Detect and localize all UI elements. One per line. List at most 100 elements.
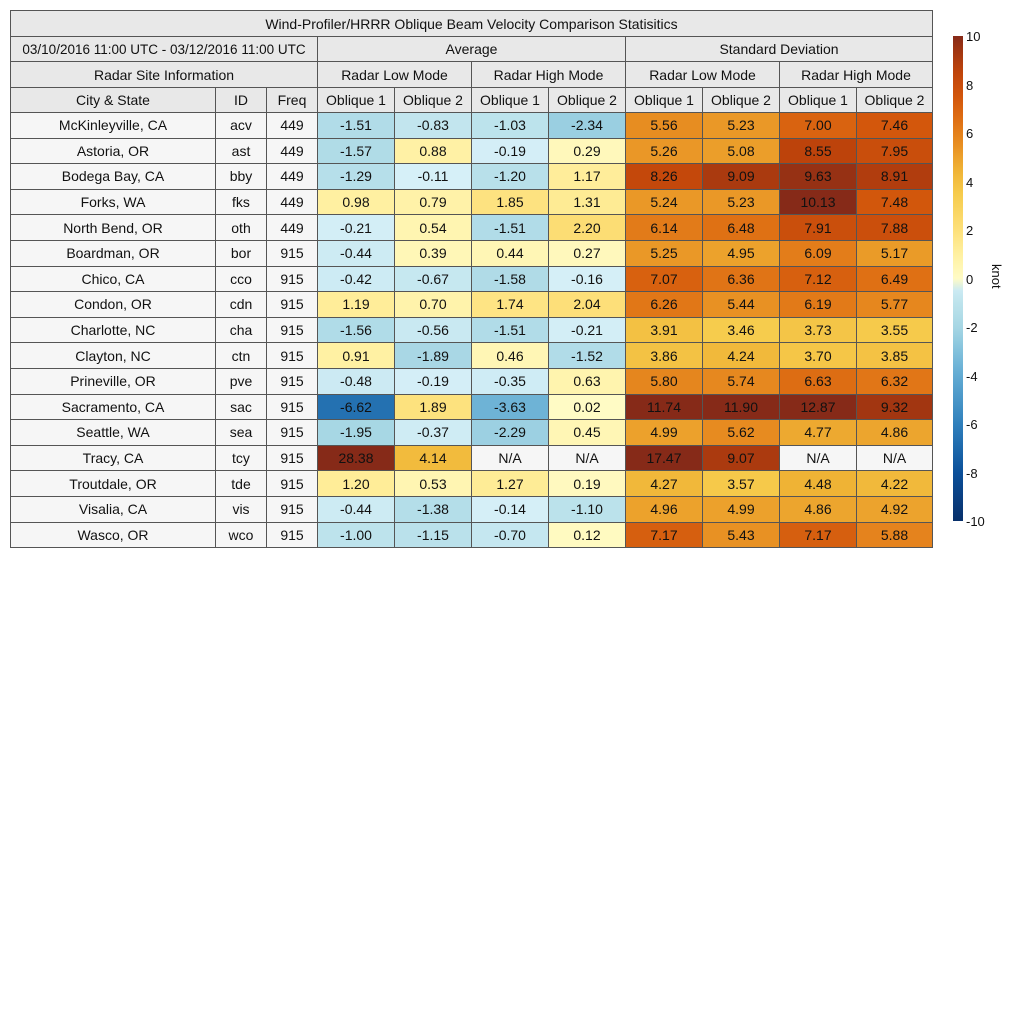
heatmap-cell: 0.98 — [317, 188, 395, 216]
colorbar-tick-label: -10 — [966, 514, 985, 529]
heatmap-cell: -0.56 — [394, 316, 472, 344]
freq-header: Freq — [266, 87, 318, 113]
heatmap-cell: 8.91 — [856, 163, 933, 190]
heatmap-cell: 0.19 — [548, 470, 626, 497]
heatmap-cell: 7.17 — [625, 521, 703, 549]
city-cell: McKinleyville, CA — [10, 112, 216, 139]
heatmap-cell: -0.21 — [548, 316, 626, 344]
heatmap-cell: 17.47 — [625, 444, 703, 472]
heatmap-cell: -0.44 — [317, 239, 395, 267]
heatmap-cell: 0.88 — [394, 137, 472, 165]
avg-low-mode-header: Radar Low Mode — [317, 61, 472, 88]
heatmap-cell: 3.85 — [856, 342, 933, 369]
id-cell: bor — [215, 239, 267, 267]
table-row: Bodega Bay, CA bby 449 -1.29 -0.11 -1.20 1.17 8… — [10, 163, 933, 190]
city-cell: Sacramento, CA — [10, 393, 216, 421]
id-cell: ctn — [215, 342, 267, 369]
id-cell: cco — [215, 265, 267, 293]
oblique2-header: Oblique 2 — [394, 87, 472, 113]
freq-cell: 915 — [266, 342, 318, 369]
oblique1-header: Oblique 1 — [471, 87, 549, 113]
table-row: Chico, CA cco 915 -0.42 -0.67 -1.58 -0.16 7.07 6… — [10, 265, 933, 293]
id-cell: fks — [215, 188, 267, 216]
table-row: Boardman, OR bor 915 -0.44 0.39 0.44 0.27 5.25 4… — [10, 239, 933, 267]
heatmap-cell: -0.48 — [317, 367, 395, 395]
heatmap-cell: 7.91 — [779, 214, 857, 241]
colorbar-label: knot — [989, 264, 1004, 289]
table-row: Tracy, CA tcy 915 28.38 4.14 N/A N/A 17.47 9.07 N… — [10, 444, 933, 472]
heatmap-cell: 5.23 — [702, 112, 780, 139]
heatmap-cell: 6.63 — [779, 367, 857, 395]
heatmap-cell: 1.85 — [471, 188, 549, 216]
table-row: Troutdale, OR tde 915 1.20 0.53 1.27 0.19 4.27 3… — [10, 470, 933, 497]
heatmap-cell: 0.02 — [548, 393, 626, 421]
oblique2-header: Oblique 2 — [548, 87, 626, 113]
id-cell: tde — [215, 470, 267, 497]
colorbar-tick-label: 2 — [966, 223, 974, 238]
freq-cell: 915 — [266, 419, 318, 446]
heatmap-cell: -0.83 — [394, 112, 472, 139]
heatmap-cell: -1.20 — [471, 163, 549, 190]
date-range: 03/10/2016 11:00 UTC - 03/12/2016 11:00 … — [10, 36, 318, 62]
heatmap-cell: 6.19 — [779, 291, 857, 318]
heatmap-cell: 0.12 — [548, 521, 626, 549]
colorbar-tick-label: 4 — [966, 174, 974, 190]
heatmap-cell: -1.89 — [394, 342, 472, 369]
heatmap-cell: 10.13 — [779, 188, 857, 216]
colorbar-tick-label: -4 — [966, 368, 978, 384]
heatmap-cell: -1.10 — [548, 495, 626, 523]
id-cell: cdn — [215, 291, 267, 318]
heatmap-cell: 3.86 — [625, 342, 703, 369]
heatmap-cell: 4.86 — [779, 495, 857, 523]
heatmap-cell: 4.99 — [625, 419, 703, 446]
heatmap-cell: 4.96 — [625, 495, 703, 523]
heatmap-cell: -0.19 — [394, 367, 472, 395]
city-cell: Visalia, CA — [10, 495, 216, 523]
heatmap-cell: -0.70 — [471, 521, 549, 549]
table-row: North Bend, OR oth 449 -0.21 0.54 -1.51 2.20 6.… — [10, 214, 933, 241]
heatmap-cell: 5.88 — [856, 521, 933, 549]
colorbar-tick-label: -2 — [966, 320, 978, 335]
freq-cell: 915 — [266, 367, 318, 395]
heatmap-cell: 0.27 — [548, 239, 626, 267]
heatmap-cell: -0.37 — [394, 419, 472, 446]
heatmap-cell: 4.95 — [702, 239, 780, 267]
table-row: Wasco, OR wco 915 -1.00 -1.15 -0.70 0.12 7.17 5.… — [10, 521, 933, 549]
id-cell: wco — [215, 521, 267, 549]
heatmap-cell: 4.99 — [702, 495, 780, 523]
heatmap-cell: 0.79 — [394, 188, 472, 216]
heatmap-cell: 4.92 — [856, 495, 933, 523]
id-cell: sea — [215, 419, 267, 446]
id-cell: acv — [215, 112, 267, 139]
city-cell: Tracy, CA — [10, 444, 216, 472]
colorbar-tick-label: 6 — [966, 126, 974, 141]
freq-cell: 915 — [266, 470, 318, 497]
freq-cell: 915 — [266, 239, 318, 267]
heatmap-cell: 3.57 — [702, 470, 780, 497]
city-cell: Wasco, OR — [10, 521, 216, 549]
oblique2-header: Oblique 2 — [856, 87, 933, 113]
heatmap-cell: 5.74 — [702, 367, 780, 395]
city-cell: Seattle, WA — [10, 419, 216, 446]
table-body: McKinleyville, CA acv 449 -1.51 -0.83 -1.03 -2… — [10, 112, 933, 549]
heatmap-cell: 3.91 — [625, 316, 703, 344]
heatmap-cell: 28.38 — [317, 444, 395, 472]
city-cell: Prineville, OR — [10, 367, 216, 395]
heatmap-cell: 7.95 — [856, 137, 933, 165]
heatmap-cell: 3.46 — [702, 316, 780, 344]
heatmap-cell: 5.62 — [702, 419, 780, 446]
heatmap-cell: 9.09 — [702, 163, 780, 190]
colorbar-tick-label: 8 — [966, 77, 974, 93]
site-info-header: Radar Site Information — [10, 61, 318, 88]
heatmap-cell: 0.54 — [394, 214, 472, 241]
freq-cell: 449 — [266, 163, 318, 190]
heatmap-cell: 11.90 — [702, 393, 780, 421]
id-cell: pve — [215, 367, 267, 395]
heatmap-cell: 0.46 — [471, 342, 549, 369]
heatmap-cell: 4.86 — [856, 419, 933, 446]
avg-high-mode-header: Radar High Mode — [471, 61, 626, 88]
heatmap-cell: 6.32 — [856, 367, 933, 395]
heatmap-cell: 5.08 — [702, 137, 780, 165]
heatmap-cell: 9.32 — [856, 393, 933, 421]
heatmap-cell: 3.73 — [779, 316, 857, 344]
